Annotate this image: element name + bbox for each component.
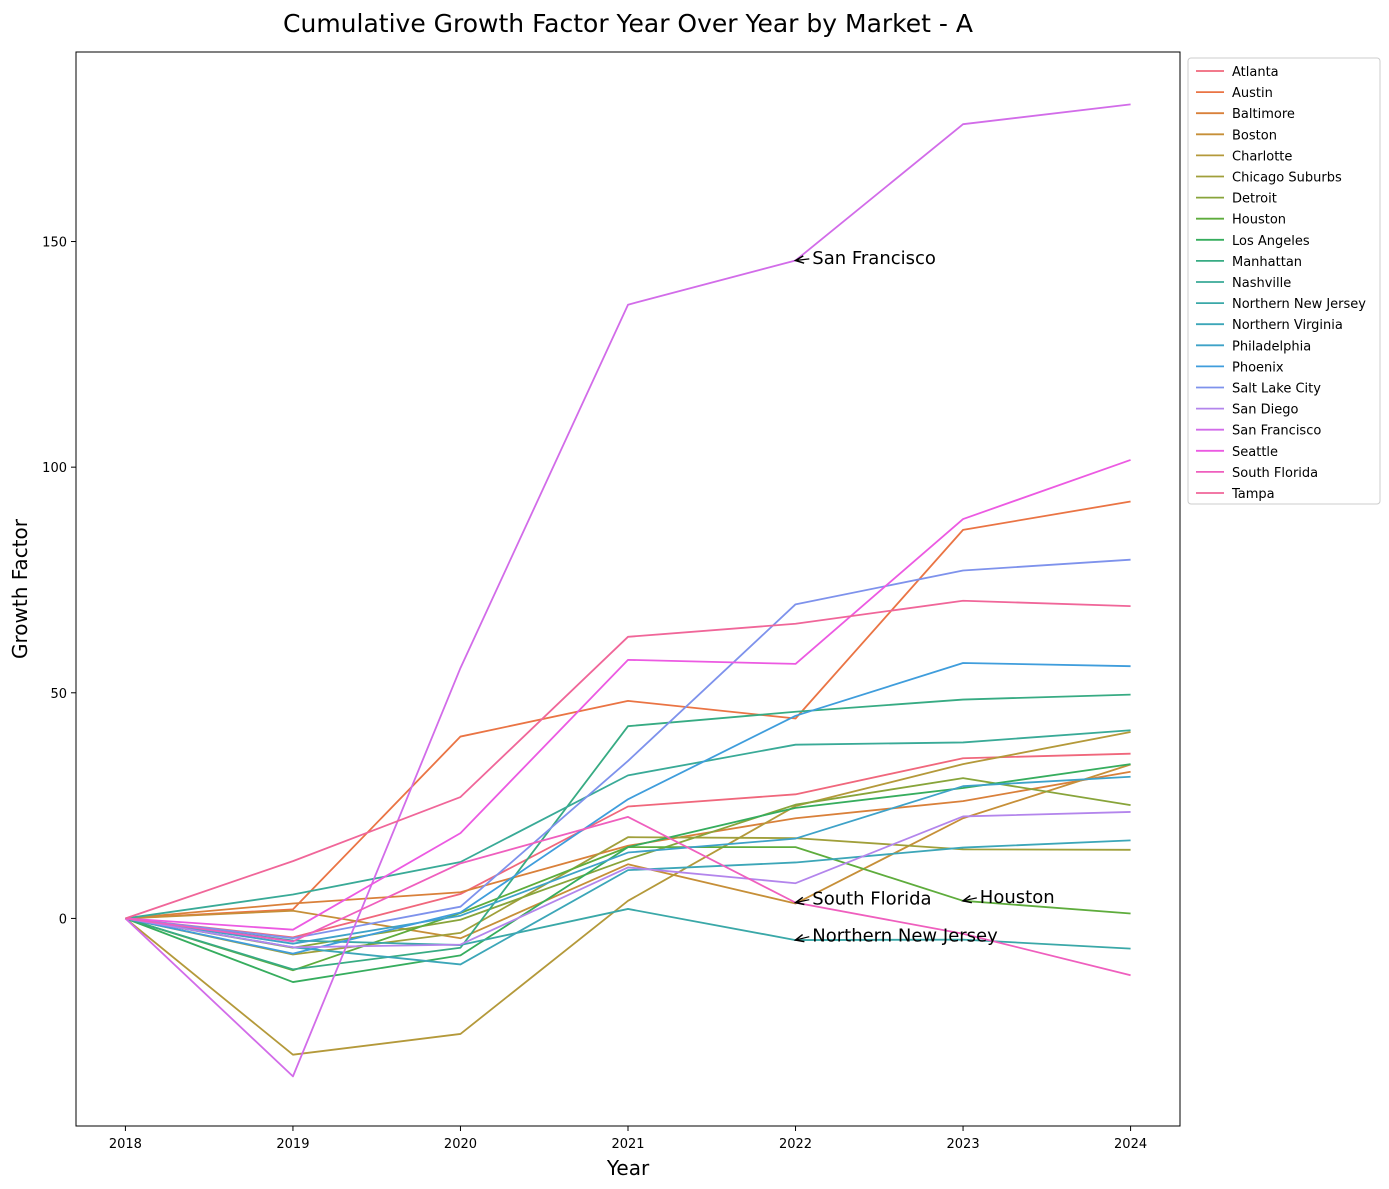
series-line-1	[125, 500, 1131, 920]
legend-entry-label: Salt Lake City	[1232, 382, 1321, 397]
series-line-17	[124, 103, 1131, 1078]
annotation-label: San Francisco	[812, 248, 936, 269]
series-line-20	[125, 599, 1131, 920]
legend-entry-label: Los Angeles	[1232, 234, 1310, 249]
legend-entry-label: South Florida	[1232, 466, 1318, 481]
series-line-3	[125, 763, 1131, 940]
x-axis: 2018 2019 2020 2021 2022 2023 2024	[109, 1126, 1147, 1152]
x-tick-label: 2019	[276, 1137, 309, 1152]
x-tick-label: 2024	[1114, 1137, 1147, 1152]
annotation-arrow-shaft	[795, 936, 810, 941]
x-axis-label: Year	[606, 1156, 650, 1180]
x-tick-label: 2020	[444, 1137, 477, 1152]
legend-entry-label: San Diego	[1232, 403, 1298, 418]
y-tick-label: 50	[50, 687, 67, 702]
legend-entry-label: Manhattan	[1232, 255, 1302, 270]
annotation-arrow-head	[961, 894, 973, 904]
series-line-14	[125, 662, 1131, 955]
chart-title: Cumulative Growth Factor Year Over Year …	[283, 9, 973, 38]
x-tick-label: 2021	[611, 1137, 644, 1152]
series-line-2	[125, 770, 1131, 920]
legend-entry-label: Austin	[1232, 86, 1273, 101]
y-axis: 0 50 100 150	[42, 236, 76, 927]
legend-entry-label: Boston	[1232, 128, 1277, 143]
legend-entry-label: Seattle	[1232, 445, 1278, 460]
plot-area	[76, 52, 1180, 1126]
annotation-label: Northern New Jersey	[812, 926, 998, 947]
series-line-5	[125, 836, 1131, 956]
legend-entry-label: Tampa	[1231, 487, 1275, 502]
annotation-label: Houston	[980, 887, 1055, 908]
annotation-arrow-shaft	[795, 899, 810, 904]
legend-entry-label: San Francisco	[1232, 424, 1321, 439]
series-line-9	[125, 693, 1131, 971]
series-lines	[124, 103, 1131, 1078]
annotation-arrow-shaft	[795, 258, 810, 262]
series-line-4	[124, 731, 1131, 1056]
y-tick-label: 150	[42, 236, 67, 251]
y-axis-label: Growth Factor	[8, 518, 32, 659]
legend-entry-label: Philadelphia	[1232, 339, 1311, 354]
legend-frame	[1187, 57, 1381, 505]
legend-entry-label: Phoenix	[1232, 360, 1284, 375]
series-line-8	[125, 763, 1131, 983]
annotation-arrow-head	[793, 255, 805, 264]
annotation-arrow-shaft	[962, 897, 977, 902]
x-tick-label: 2023	[947, 1137, 980, 1152]
annotations: San Francisco South Florida Northern New J…	[793, 248, 1055, 947]
legend-entry-label: Nashville	[1232, 276, 1291, 291]
legend-entry-label: Atlanta	[1232, 65, 1279, 80]
series-line-16	[125, 811, 1131, 949]
annotation-label: South Florida	[812, 889, 931, 910]
series-line-10	[125, 729, 1131, 920]
legend-entry-label: Houston	[1232, 213, 1286, 228]
legend-entry-label: Baltimore	[1232, 107, 1295, 122]
legend-entry-label: Northern New Jersey	[1232, 297, 1366, 312]
legend-entry-label: Detroit	[1232, 192, 1277, 207]
legend-entry-label: Chicago Suburbs	[1232, 171, 1342, 186]
series-line-18	[125, 459, 1131, 931]
legend-entry-label: Charlotte	[1232, 149, 1292, 164]
series-line-13	[125, 775, 1131, 945]
legend: Atlanta Austin Baltimore Boston Charlotte Chi…	[1187, 57, 1381, 505]
annotation-arrow-head	[793, 896, 805, 906]
legend-entry-label: Northern Virginia	[1232, 318, 1343, 333]
series-line-15	[125, 558, 1131, 940]
y-tick-label: 100	[42, 461, 67, 476]
series-line-19	[125, 815, 1131, 977]
x-tick-label: 2018	[109, 1137, 142, 1152]
y-tick-label: 0	[59, 912, 67, 927]
annotation-arrow-head	[793, 933, 805, 943]
x-tick-label: 2022	[779, 1137, 812, 1152]
